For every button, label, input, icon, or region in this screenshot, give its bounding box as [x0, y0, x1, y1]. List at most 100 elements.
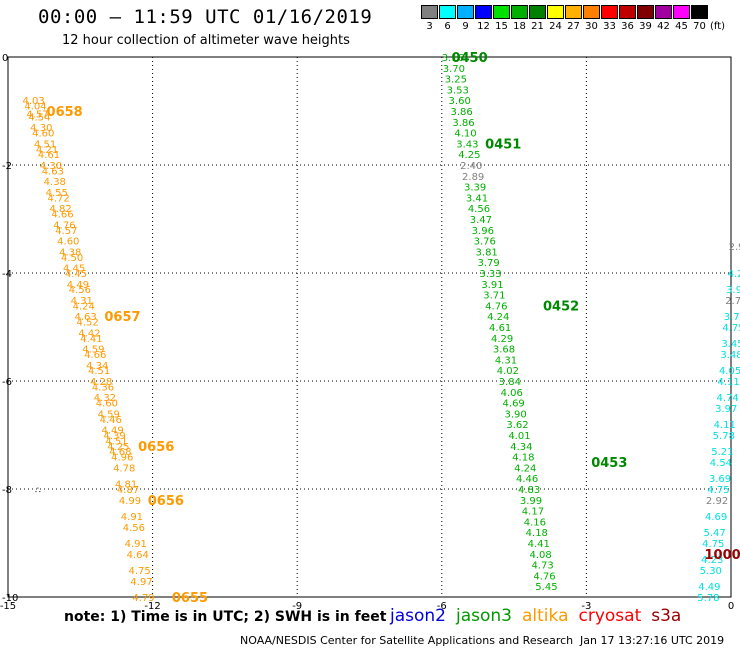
swh-value: 3.69	[709, 474, 731, 485]
swh-value: 4.21	[36, 145, 58, 156]
time-label: 0453	[591, 456, 627, 471]
color-scale-label: 36	[621, 21, 634, 32]
color-swatch	[475, 5, 492, 19]
swh-value: 4.08	[530, 550, 552, 561]
swh-value: 4.2	[728, 269, 740, 280]
swh-value: 3.90	[504, 409, 526, 420]
x-tick-label: 0	[728, 601, 734, 612]
time-label: 0657	[104, 310, 140, 325]
swh-value: 4.49	[102, 426, 124, 437]
swh-value: 4.38	[59, 247, 81, 258]
y-tick-label: -2	[2, 161, 12, 172]
swh-value: 3.81	[476, 247, 498, 258]
swh-value: 3.84	[499, 377, 521, 388]
page-title: 00:00 – 11:59 UTC 01/16/2019	[38, 6, 373, 28]
swh-value: 4.99	[119, 496, 141, 507]
swh-value: 4.60	[32, 129, 54, 140]
swh-value: 2.40	[460, 161, 482, 172]
x-tick-label: -15	[0, 601, 16, 612]
y-tick-label: -6	[2, 377, 12, 388]
swh-value: 3.70	[443, 64, 465, 75]
color-swatch	[691, 5, 708, 19]
color-scale-label: 42	[657, 21, 670, 32]
color-scale-label: 3	[426, 21, 433, 32]
swh-value: 4.91	[121, 512, 143, 523]
color-swatch	[493, 5, 510, 19]
swh-value: 3.86	[452, 118, 474, 129]
time-label: 0658	[47, 105, 83, 120]
time-label: 0656	[138, 440, 174, 455]
swh-value: 4.50	[61, 253, 83, 264]
satellite-legend: jason2 jason3 altika cryosat s3a	[390, 606, 691, 626]
timestamp-text: Jan 17 13:27:16 UTC 2019	[580, 634, 725, 647]
swh-value: 4.54	[710, 458, 732, 469]
swh-value: 4.61	[489, 323, 511, 334]
swh-value: 3.47	[470, 215, 492, 226]
swh-value: 3.33	[479, 269, 501, 280]
swh-value: 4.69	[503, 399, 525, 410]
swh-value: 2.9	[729, 242, 740, 253]
map-marker: ∴	[35, 486, 41, 496]
swh-value: 3.62	[506, 420, 528, 431]
swh-value: 3.39	[464, 183, 486, 194]
swh-value: 4.75	[722, 323, 740, 334]
swh-value: 4.36	[92, 382, 114, 393]
swh-value: 3.86	[450, 107, 472, 118]
color-scale-label: 21	[531, 21, 544, 32]
swh-value: 4.91	[125, 539, 147, 550]
color-swatch	[655, 5, 672, 19]
color-swatch	[511, 5, 528, 19]
swh-value: 3.76	[474, 237, 496, 248]
y-tick-label: 0	[2, 53, 8, 64]
swh-value: 4.79	[132, 593, 154, 604]
swh-value: 5.47	[704, 528, 726, 539]
color-scale-label: 6	[444, 21, 451, 32]
swh-value: 4.11	[714, 420, 736, 431]
swh-value: 3.48	[720, 350, 740, 361]
swh-value: 4.60	[96, 399, 118, 410]
swh-value: 4.32	[94, 393, 116, 404]
y-tick-label: -8	[2, 485, 12, 496]
swh-value: 3.68	[493, 345, 515, 356]
swh-value: 4.72	[48, 193, 70, 204]
color-scale-label: 70	[693, 21, 706, 32]
swh-value: 4.24	[73, 301, 95, 312]
swh-value: 4.03	[22, 96, 44, 107]
swh-value: 4.78	[113, 463, 135, 474]
swh-value: 3.97	[715, 404, 737, 415]
color-swatch	[529, 5, 546, 19]
swh-value: 4.25	[458, 150, 480, 161]
swh-value: 5.21	[711, 447, 733, 458]
swh-value: 5.30	[700, 566, 722, 577]
color-swatch	[619, 5, 636, 19]
x-tick-label: -12	[144, 601, 160, 612]
swh-value: 4.74	[717, 393, 739, 404]
x-tick-label: -9	[292, 601, 302, 612]
swh-value: 4.56	[69, 285, 91, 296]
time-label: 0656	[148, 494, 184, 509]
swh-value: 2.89	[462, 172, 484, 183]
color-swatch	[421, 5, 438, 19]
color-scale-label: 12	[477, 21, 490, 32]
swh-value: 4.87	[117, 485, 139, 496]
color-swatch	[637, 5, 654, 19]
swh-value: 4.64	[127, 550, 149, 561]
swh-value: 4.11	[718, 377, 740, 388]
swh-value: 4.34	[86, 361, 108, 372]
time-label: 1000	[704, 548, 740, 563]
color-swatch	[601, 5, 618, 19]
swh-value: 4.25	[107, 442, 129, 453]
swh-value: 4.05	[719, 366, 740, 377]
y-tick-label: -4	[2, 269, 12, 280]
color-swatch	[673, 5, 690, 19]
swh-value: 4.28	[90, 377, 112, 388]
swh-value: 4.82	[49, 204, 71, 215]
swh-value: 3.45	[721, 339, 740, 350]
swh-value: 4.46	[100, 415, 122, 426]
legend-item-jason3: jason3	[456, 606, 512, 626]
swh-value: 4.55	[46, 188, 68, 199]
swh-value: 4.24	[487, 312, 509, 323]
swh-value: 4.18	[512, 453, 534, 464]
swh-value: 4.18	[526, 528, 548, 539]
color-swatch	[565, 5, 582, 19]
